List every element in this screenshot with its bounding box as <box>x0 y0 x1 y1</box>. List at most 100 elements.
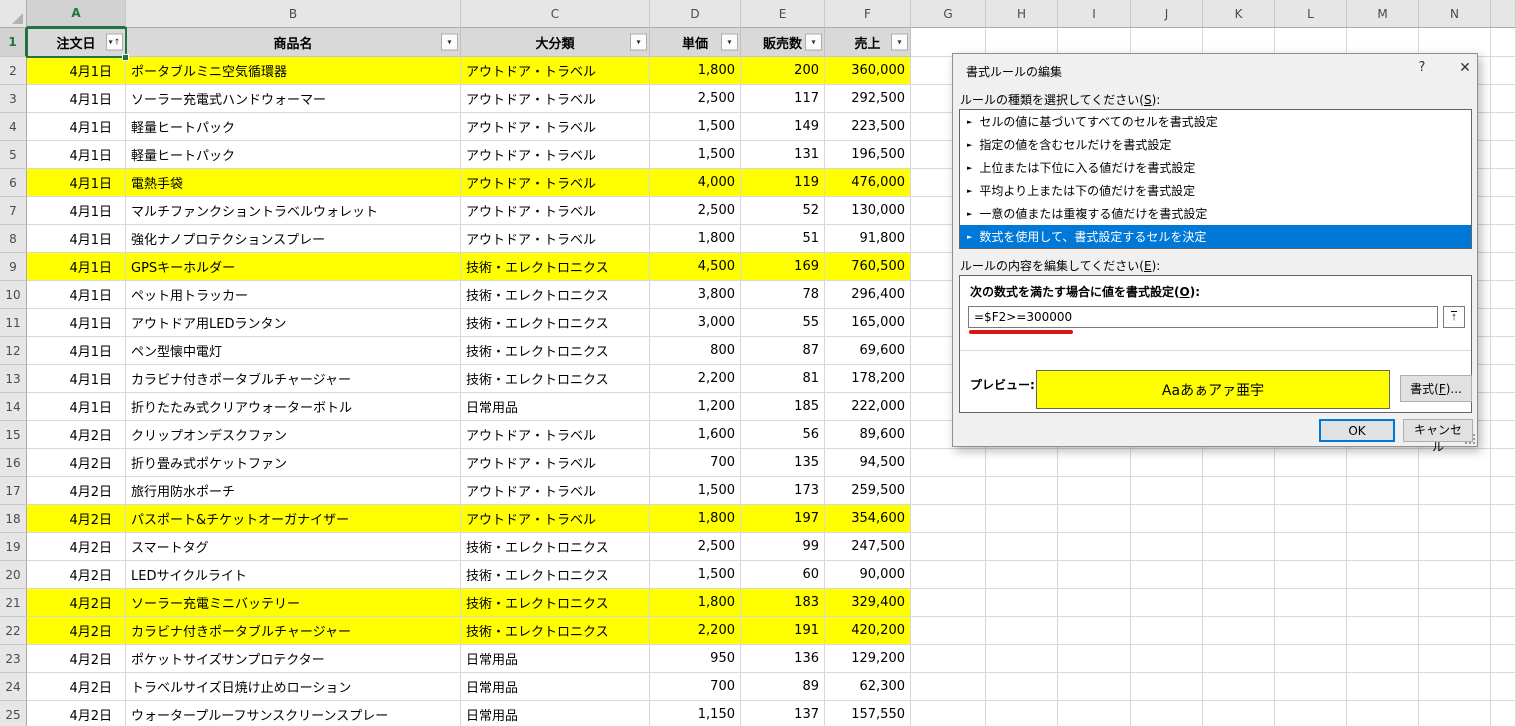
cell-C24[interactable]: 日常用品 <box>461 673 650 701</box>
rule-type-item-1[interactable]: ► セルの値に基づいてすべてのセルを書式設定 <box>960 110 1471 133</box>
cell-N23[interactable] <box>1419 645 1491 673</box>
cell-B25[interactable]: ウォータープルーフサンスクリーンスプレー <box>126 701 461 726</box>
cell-L23[interactable] <box>1275 645 1347 673</box>
header-cell-F[interactable]: 売上 ▾ <box>825 28 911 57</box>
cell-A5[interactable]: 4月1日 <box>27 141 126 169</box>
cell-D15[interactable]: 1,600 <box>650 421 741 449</box>
column-header-C[interactable]: C <box>461 0 650 28</box>
cell-A7[interactable]: 4月1日 <box>27 197 126 225</box>
cell-C14[interactable]: 日常用品 <box>461 393 650 421</box>
cell-J23[interactable] <box>1131 645 1203 673</box>
column-header-J[interactable]: J <box>1131 0 1203 28</box>
cell-H23[interactable] <box>986 645 1058 673</box>
column-header-A[interactable]: A <box>27 0 126 28</box>
cell-G25[interactable] <box>911 701 986 726</box>
header-cell-D[interactable]: 単価 ▾ <box>650 28 741 57</box>
cell-G17[interactable] <box>911 477 986 505</box>
cell-D6[interactable]: 4,000 <box>650 169 741 197</box>
cell-C22[interactable]: 技術・エレクトロニクス <box>461 617 650 645</box>
cell-C7[interactable]: アウトドア・トラベル <box>461 197 650 225</box>
cell-A9[interactable]: 4月1日 <box>27 253 126 281</box>
cell-D9[interactable]: 4,500 <box>650 253 741 281</box>
row-header-18[interactable]: 18 <box>0 505 27 533</box>
cell-C19[interactable]: 技術・エレクトロニクス <box>461 533 650 561</box>
cell-B14[interactable]: 折りたたみ式クリアウォーターボトル <box>126 393 461 421</box>
cell-B18[interactable]: パスポート&チケットオーガナイザー <box>126 505 461 533</box>
cell-N21[interactable] <box>1419 589 1491 617</box>
header-cell-E[interactable]: 販売数 ▾ <box>741 28 825 57</box>
cell-N24[interactable] <box>1419 673 1491 701</box>
cell-I1[interactable] <box>1058 28 1131 57</box>
cell-B6[interactable]: 電熱手袋 <box>126 169 461 197</box>
cell-A21[interactable]: 4月2日 <box>27 589 126 617</box>
cell-K18[interactable] <box>1203 505 1275 533</box>
cell-partial15[interactable] <box>1491 421 1516 449</box>
cell-partial19[interactable] <box>1491 533 1516 561</box>
cell-E11[interactable]: 55 <box>741 309 825 337</box>
cell-E3[interactable]: 117 <box>741 85 825 113</box>
column-header-D[interactable]: D <box>650 0 741 28</box>
cell-partial21[interactable] <box>1491 589 1516 617</box>
cell-D10[interactable]: 3,800 <box>650 281 741 309</box>
cell-E7[interactable]: 52 <box>741 197 825 225</box>
cell-H16[interactable] <box>986 449 1058 477</box>
cell-partial3[interactable] <box>1491 85 1516 113</box>
cell-A4[interactable]: 4月1日 <box>27 113 126 141</box>
cell-F3[interactable]: 292,500 <box>825 85 911 113</box>
cell-C12[interactable]: 技術・エレクトロニクス <box>461 337 650 365</box>
cell-I20[interactable] <box>1058 561 1131 589</box>
cell-B12[interactable]: ペン型懐中電灯 <box>126 337 461 365</box>
cell-E10[interactable]: 78 <box>741 281 825 309</box>
cell-L16[interactable] <box>1275 449 1347 477</box>
cell-partial2[interactable] <box>1491 57 1516 85</box>
cell-J24[interactable] <box>1131 673 1203 701</box>
cell-J18[interactable] <box>1131 505 1203 533</box>
cell-partial6[interactable] <box>1491 169 1516 197</box>
cell-partial14[interactable] <box>1491 393 1516 421</box>
cell-partial5[interactable] <box>1491 141 1516 169</box>
cell-K19[interactable] <box>1203 533 1275 561</box>
cell-C17[interactable]: アウトドア・トラベル <box>461 477 650 505</box>
format-button[interactable]: 書式(F)... <box>1400 375 1472 402</box>
cell-L20[interactable] <box>1275 561 1347 589</box>
rule-type-item-5[interactable]: ► 一意の値または重複する値だけを書式設定 <box>960 202 1471 225</box>
cell-F24[interactable]: 62,300 <box>825 673 911 701</box>
cell-G21[interactable] <box>911 589 986 617</box>
cell-M23[interactable] <box>1347 645 1419 673</box>
cell-B10[interactable]: ペット用トラッカー <box>126 281 461 309</box>
collapse-dialog-button[interactable]: ↑ <box>1443 306 1465 328</box>
cell-A12[interactable]: 4月1日 <box>27 337 126 365</box>
cell-N18[interactable] <box>1419 505 1491 533</box>
cell-H24[interactable] <box>986 673 1058 701</box>
cell-I21[interactable] <box>1058 589 1131 617</box>
column-header-H[interactable]: H <box>986 0 1058 28</box>
cell-N17[interactable] <box>1419 477 1491 505</box>
cell-H21[interactable] <box>986 589 1058 617</box>
row-header-22[interactable]: 22 <box>0 617 27 645</box>
cell-D18[interactable]: 1,800 <box>650 505 741 533</box>
row-header-23[interactable]: 23 <box>0 645 27 673</box>
header-cell-A[interactable]: 注文日 ▾ ↑ <box>27 28 126 57</box>
row-header-9[interactable]: 9 <box>0 253 27 281</box>
cell-partial7[interactable] <box>1491 197 1516 225</box>
cell-partial4[interactable] <box>1491 113 1516 141</box>
cell-F23[interactable]: 129,200 <box>825 645 911 673</box>
cell-partial12[interactable] <box>1491 337 1516 365</box>
cell-C8[interactable]: アウトドア・トラベル <box>461 225 650 253</box>
cell-E5[interactable]: 131 <box>741 141 825 169</box>
filter-dropdown-icon[interactable]: ▾ <box>805 33 822 51</box>
cell-I18[interactable] <box>1058 505 1131 533</box>
cell-partial22[interactable] <box>1491 617 1516 645</box>
cell-N1[interactable] <box>1419 28 1491 57</box>
cell-B22[interactable]: カラビナ付きポータブルチャージャー <box>126 617 461 645</box>
cell-D2[interactable]: 1,800 <box>650 57 741 85</box>
cell-C15[interactable]: アウトドア・トラベル <box>461 421 650 449</box>
column-header-E[interactable]: E <box>741 0 825 28</box>
cell-A20[interactable]: 4月2日 <box>27 561 126 589</box>
cell-partial1[interactable] <box>1491 28 1516 57</box>
cell-partial17[interactable] <box>1491 477 1516 505</box>
cell-A22[interactable]: 4月2日 <box>27 617 126 645</box>
cell-E22[interactable]: 191 <box>741 617 825 645</box>
cell-L22[interactable] <box>1275 617 1347 645</box>
cell-D20[interactable]: 1,500 <box>650 561 741 589</box>
